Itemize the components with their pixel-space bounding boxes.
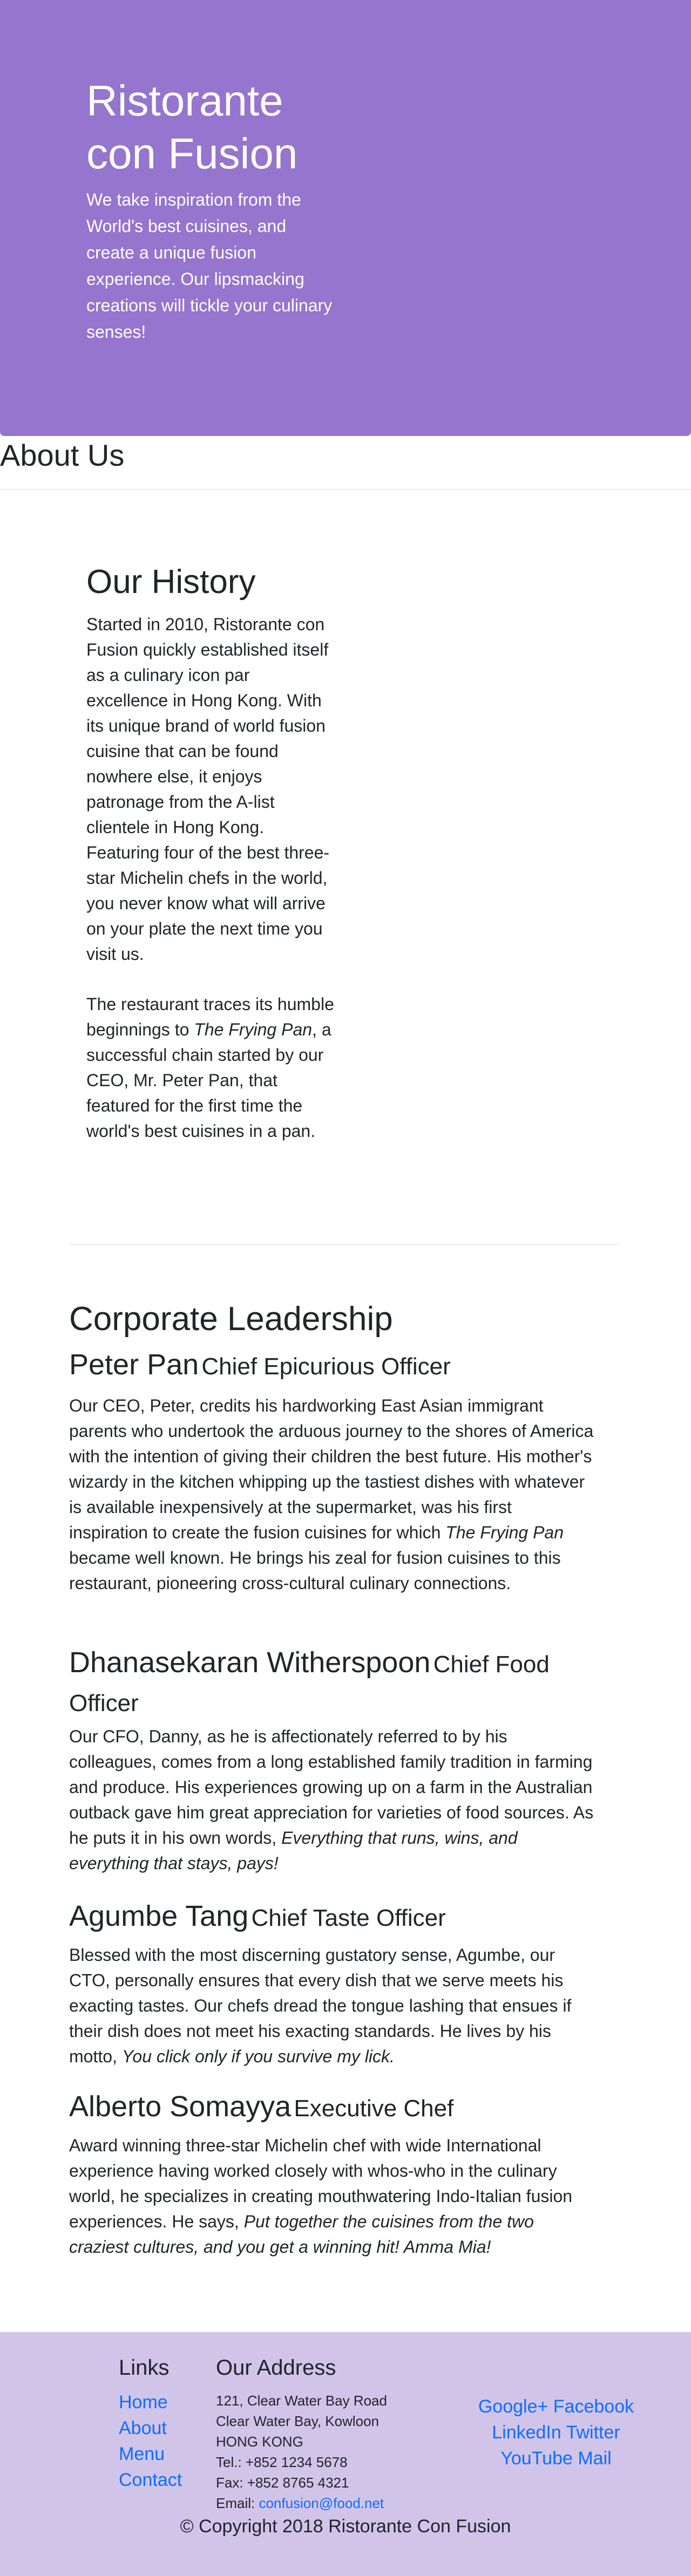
history-paragraph-1: Started in 2010, Ristorante con Fusion q…	[86, 615, 330, 964]
copyright: © Copyright 2018 Ristorante Con Fusion	[180, 2516, 511, 2537]
leader-role: Chief Taste Officer	[251, 1905, 446, 1931]
footer-address: 121, Clear Water Bay Road Clear Water Ba…	[216, 2390, 387, 2513]
address-phone: Tel.: +852 1234 5678	[216, 2454, 348, 2470]
address-email-row: Email: confusion@food.net	[216, 2495, 384, 2511]
leader-bio: Our CFO, Danny, as he is affectionately …	[69, 1727, 594, 1873]
leader-role: Executive Chef	[294, 2095, 454, 2122]
social-link-row-2[interactable]: LinkedIn Twitter	[492, 2422, 620, 2443]
leader-bio: Award winning three-star Michelin chef w…	[69, 2136, 573, 2257]
footer-link-home[interactable]: Home	[119, 2392, 168, 2413]
email-link[interactable]: confusion@food.net	[259, 2495, 384, 2511]
social-link-row-3[interactable]: YouTube Mail	[500, 2448, 612, 2469]
hero-tagline: We take inspiration from the World's bes…	[86, 190, 333, 342]
leader-name: Alberto Somayya	[69, 2090, 292, 2123]
footer-links-title: Links	[119, 2356, 170, 2380]
leader-heading: Peter Pan Chief Epicurious Officer	[69, 1347, 609, 1388]
leader-heading: Alberto Somayya Executive Chef	[69, 2089, 609, 2130]
address-fax: Fax: +852 8765 4321	[216, 2475, 349, 2491]
leader-name: Peter Pan	[69, 1348, 199, 1381]
leader-bio: Blessed with the most discerning gustato…	[69, 1945, 572, 2066]
leader-role: Chief Food Officer	[69, 1651, 550, 1716]
divider	[69, 1244, 620, 1245]
address-line: Clear Water Bay, Kowloon	[216, 2413, 380, 2429]
address-line: 121, Clear Water Bay Road	[216, 2393, 387, 2409]
divider	[0, 489, 691, 490]
leader-bio: Our CEO, Peter, credits his hardworking …	[69, 1396, 594, 1593]
leader-name: Agumbe Tang	[69, 1900, 249, 1932]
leadership-title: Corporate Leadership	[69, 1300, 393, 1338]
history-title: Our History	[86, 563, 256, 601]
site-footer	[0, 2332, 691, 2576]
social-link-row-1[interactable]: Google+ Facebook	[478, 2396, 634, 2417]
hero-banner: Ristorante con Fusion We take inspiratio…	[0, 0, 691, 436]
social-links: Google+ Facebook LinkedIn Twitter YouTub…	[453, 2394, 659, 2471]
restaurant-title: Ristorante con Fusion	[86, 77, 298, 178]
leader-name: Dhanasekaran Witherspoon	[69, 1646, 431, 1679]
footer-link-about[interactable]: About	[119, 2418, 167, 2438]
footer-link-contact[interactable]: Contact	[119, 2470, 182, 2490]
footer-address-title: Our Address	[216, 2356, 336, 2380]
page-title: About Us	[0, 438, 125, 472]
address-line: HONG KONG	[216, 2434, 303, 2450]
leader-role: Chief Epicurious Officer	[201, 1353, 451, 1380]
footer-links: Home About Menu Contact	[119, 2389, 182, 2493]
leader-heading: Agumbe Tang Chief Taste Officer	[69, 1899, 609, 1940]
leader-heading: Dhanasekaran Witherspoon Chief Food Offi…	[69, 1645, 598, 1725]
footer-link-menu[interactable]: Menu	[119, 2444, 165, 2464]
history-paragraph-2: The restaurant traces its humble beginni…	[86, 994, 334, 1141]
